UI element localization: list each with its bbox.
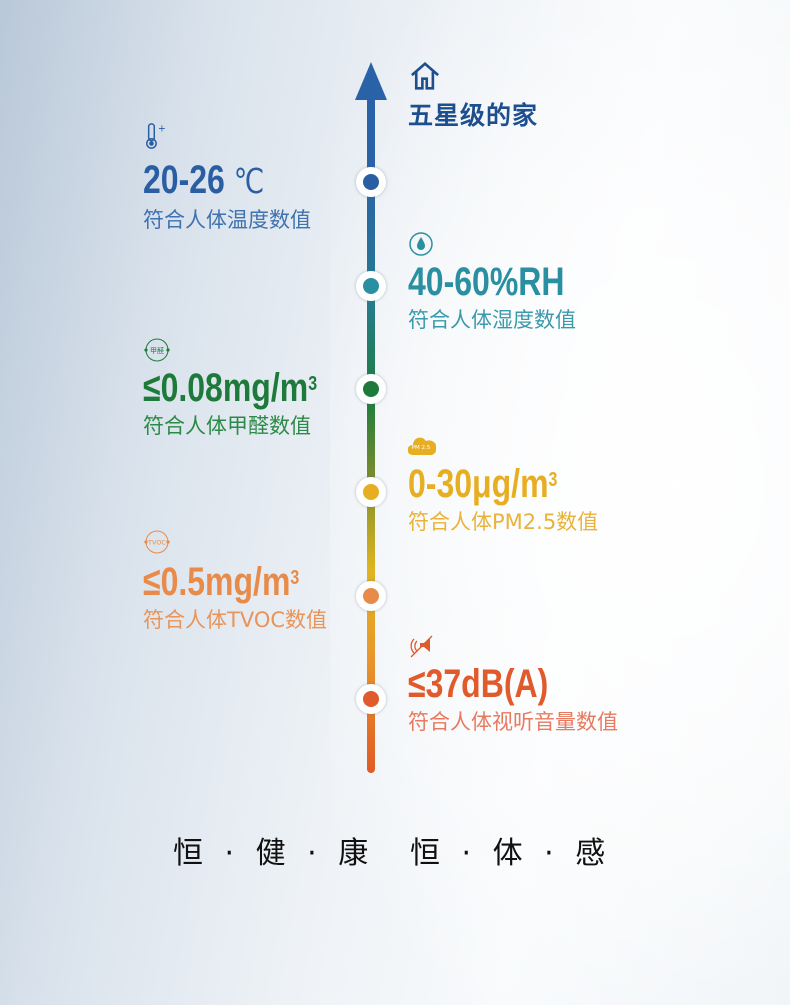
footer-right-slogan: 恒 · 体 · 感 — [410, 836, 612, 871]
tvoc-desc: 符合人体TVOC数值 — [143, 608, 328, 632]
tvoc-value: ≤0.5mg/m — [143, 560, 291, 604]
pm25-sup: 3 — [548, 469, 558, 491]
timeline-dot — [356, 271, 386, 301]
formaldehyde-icon: 甲醛 — [144, 338, 170, 362]
temperature-value: 20-26 — [143, 158, 225, 202]
footer-left-slogan: 恒 · 健 · 康 — [173, 836, 375, 871]
water-drop-icon — [409, 232, 433, 256]
mute-speaker-icon — [410, 635, 433, 658]
header: 五星级的家 — [408, 62, 538, 132]
humidity-item: 40-60%RH 符合人体湿度数值 — [408, 230, 604, 334]
timeline-dot — [356, 477, 386, 507]
formaldehyde-item: 甲醛 ≤0.08mg/m3 符合人体甲醛数值 — [143, 336, 361, 440]
tvoc-icon: TVOC — [144, 530, 170, 554]
pm25-item: PM 2.5 0-30μg/m3 符合人体PM2.5数值 — [408, 432, 598, 536]
svg-text:甲醛: 甲醛 — [150, 346, 164, 355]
temperature-unit: ℃ — [233, 163, 265, 201]
svg-text:TVOC: TVOC — [147, 539, 166, 547]
background-glow — [330, 0, 790, 1005]
svg-text:+: + — [158, 123, 166, 134]
timeline-dot — [356, 581, 386, 611]
page-title: 五星级的家 — [408, 101, 539, 130]
timeline-dot — [356, 684, 386, 714]
tvoc-item: TVOC ≤0.5mg/m3 符合人体TVOC数值 — [143, 528, 338, 634]
noise-value: ≤37dB(A) — [408, 662, 549, 706]
temperature-item: + 20-26 ℃ 符合人体温度数值 — [143, 122, 311, 234]
noise-desc: 符合人体视听音量数值 — [408, 710, 618, 734]
pm25-value: 0-30μg/m — [408, 462, 549, 506]
formaldehyde-desc: 符合人体甲醛数值 — [143, 414, 311, 438]
timeline-line — [367, 95, 375, 773]
humidity-value: 40-60%RH — [408, 260, 565, 304]
timeline-dot — [356, 374, 386, 404]
noise-item: ≤37dB(A) 符合人体视听音量数值 — [408, 632, 618, 736]
arrow-head — [355, 62, 387, 100]
formaldehyde-value: ≤0.08mg/m — [143, 366, 309, 410]
timeline-dot — [356, 167, 386, 197]
temperature-desc: 符合人体温度数值 — [143, 208, 311, 232]
tvoc-sup: 3 — [290, 567, 300, 589]
pm25-cloud-icon: PM 2.5 — [408, 437, 436, 455]
thermometer-icon: + — [146, 123, 166, 149]
pm25-desc: 符合人体PM2.5数值 — [408, 510, 599, 534]
humidity-desc: 符合人体湿度数值 — [408, 308, 576, 332]
formaldehyde-sup: 3 — [308, 373, 318, 395]
svg-text:PM 2.5: PM 2.5 — [412, 445, 431, 451]
house-icon — [411, 62, 439, 90]
